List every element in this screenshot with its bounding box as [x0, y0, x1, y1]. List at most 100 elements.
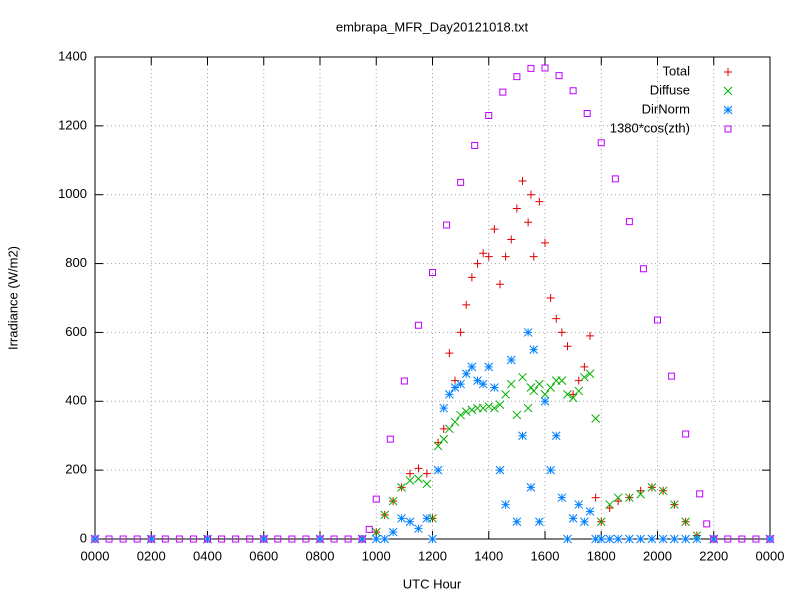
data-point [450, 383, 460, 392]
data-point [189, 535, 197, 543]
data-point [605, 504, 614, 513]
data-point [316, 535, 324, 543]
data-point [596, 517, 606, 527]
data-point [512, 410, 522, 420]
data-point [397, 483, 406, 492]
data-point [512, 204, 521, 213]
data-point [485, 112, 493, 120]
data-point [414, 464, 423, 473]
data-point [529, 386, 539, 396]
x-axis-label: UTC Hour [403, 576, 462, 591]
data-point [670, 534, 679, 544]
data-point [414, 524, 423, 534]
data-point [591, 493, 600, 502]
y-tick-label: 800 [65, 255, 87, 270]
data-point [524, 218, 533, 227]
y-tick-label: 1200 [58, 117, 87, 132]
data-point [765, 534, 775, 544]
data-point [450, 417, 460, 427]
data-point [766, 535, 774, 543]
data-point [456, 328, 465, 337]
data-point [523, 328, 533, 337]
data-point [484, 362, 494, 372]
data-point [315, 534, 325, 544]
data-point [501, 500, 510, 509]
data-point [574, 500, 584, 509]
data-point [501, 390, 510, 399]
data-point [456, 379, 465, 389]
data-point [478, 379, 488, 389]
data-point [527, 64, 535, 72]
data-point [246, 535, 254, 543]
data-point [490, 403, 499, 413]
data-point [523, 403, 533, 413]
data-point [372, 495, 380, 503]
legend-label: DirNorm [642, 101, 690, 116]
y-axis-label: Irradiance (W/m2) [5, 246, 20, 350]
x-tick-label: 0800 [306, 548, 335, 563]
data-point [330, 535, 338, 543]
data-point [580, 517, 589, 527]
data-point [692, 534, 702, 544]
x-tick-label: 1800 [587, 548, 616, 563]
data-point [654, 316, 661, 324]
data-point [546, 294, 555, 302]
data-point [586, 331, 594, 340]
legend-label: Diffuse [650, 82, 690, 97]
data-point [428, 534, 437, 544]
data-point [461, 407, 471, 416]
data-point [439, 424, 448, 433]
data-point [724, 535, 732, 543]
data-point [568, 513, 578, 523]
data-point [443, 221, 451, 229]
data-point [569, 87, 577, 95]
data-point [388, 496, 398, 506]
data-point [405, 476, 415, 485]
data-point [161, 535, 169, 543]
data-point [526, 483, 536, 492]
data-point [484, 402, 494, 411]
data-point [563, 342, 572, 351]
data-point [647, 483, 657, 492]
data-point [473, 376, 482, 385]
data-point [496, 280, 504, 289]
x-tick-label: 1600 [531, 548, 560, 563]
data-point [461, 369, 471, 379]
data-point [591, 414, 600, 423]
data-point [457, 178, 465, 186]
data-point [203, 534, 212, 544]
data-point [495, 465, 505, 475]
data-point [681, 517, 690, 527]
data-point [146, 534, 156, 544]
data-point [670, 500, 679, 509]
data-point [414, 474, 423, 484]
data-point [479, 249, 488, 258]
data-point [274, 535, 282, 543]
data-point [406, 469, 414, 478]
data-point [555, 72, 563, 80]
data-point [703, 520, 711, 528]
data-point [380, 510, 390, 520]
data-point [439, 403, 449, 413]
y-tick-label: 1400 [58, 48, 87, 63]
data-point [429, 269, 436, 277]
data-point [260, 535, 268, 543]
x-tick-label: 0200 [137, 548, 166, 563]
data-point [462, 300, 471, 309]
data-point [388, 527, 398, 537]
data-point [204, 535, 211, 543]
data-point [365, 525, 373, 533]
data-point [526, 190, 535, 199]
data-point [596, 534, 606, 544]
data-point [506, 379, 516, 389]
data-point [552, 314, 561, 323]
data-point [591, 534, 600, 544]
legend-marker [723, 105, 733, 115]
data-point [467, 405, 477, 415]
data-point [613, 534, 623, 544]
data-point [682, 430, 690, 438]
data-point [471, 141, 479, 149]
data-point [585, 369, 595, 379]
data-point [484, 252, 493, 261]
